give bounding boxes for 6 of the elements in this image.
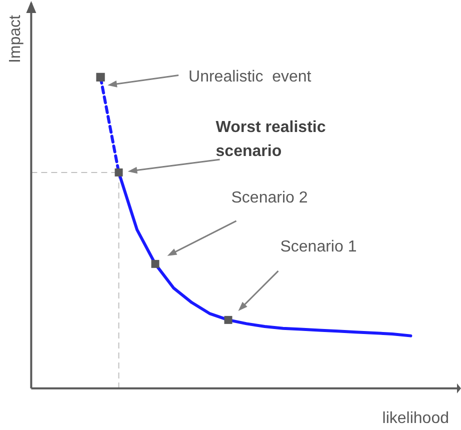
annotation: Worst realistic scenario [216,118,326,160]
y-axis-title: Impact [7,14,24,64]
annotation: Scenario 1 [280,238,357,256]
annotation: Unrealistic event [188,68,312,86]
x-axis-title: likelihood [382,410,449,427]
annotation: Scenario 2 [231,189,308,206]
